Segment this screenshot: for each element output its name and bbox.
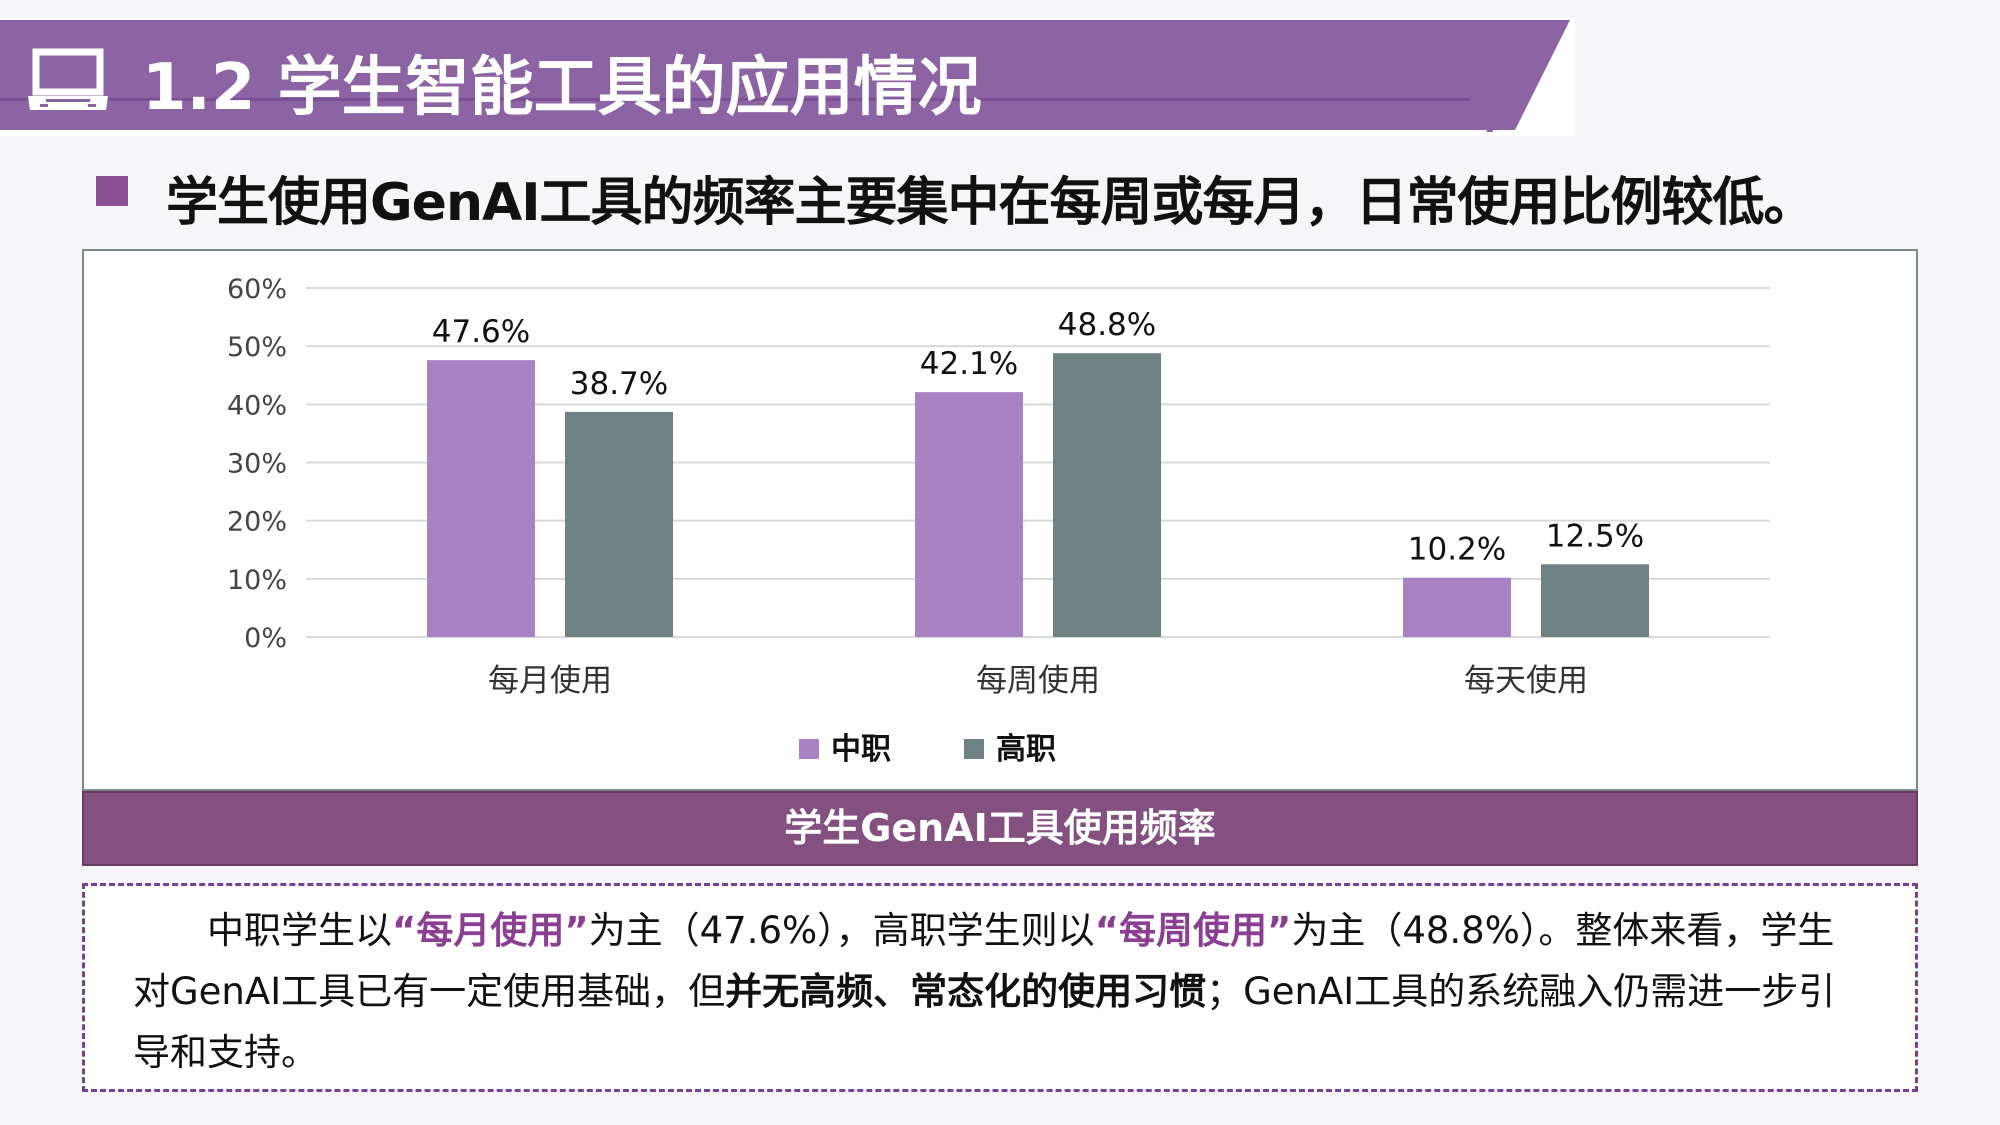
bar-高职: [1541, 564, 1649, 637]
data-label: 12.5%: [1546, 518, 1644, 554]
bar-chart: 0% 10% 20% 30% 40% 50% 60% 47.6% 38.7% 每月使用 42.1% 4…: [227, 274, 1770, 767]
bar-高职: [565, 411, 673, 637]
data-label: 38.7%: [570, 366, 668, 402]
summary-note: 中职学生以“每月使用”为主（47.6%），高职学生则以“每周使用”为主（48.8…: [82, 883, 1918, 1092]
data-label: 48.8%: [1058, 307, 1156, 343]
note-text: 为主（47.6%），高职学生则以: [588, 909, 1095, 952]
bar-高职: [1053, 353, 1161, 637]
category-label: 每周使用: [976, 663, 1100, 699]
category-label: 每天使用: [1464, 663, 1588, 699]
note-highlight: “每周使用”: [1094, 909, 1292, 952]
note-highlight: “每月使用”: [392, 909, 589, 952]
page-title: 1.2 学生智能工具的应用情况: [142, 51, 982, 125]
note-text: 为主（48.8%）。整体来看，学生对GenAI工具已有一定使用基础，但: [133, 909, 1835, 1013]
legend-swatch: [964, 739, 984, 759]
y-tick-label: 30%: [227, 449, 287, 480]
legend-label: 高职: [996, 732, 1056, 767]
y-tick-label: 0%: [244, 623, 287, 654]
y-tick-label: 60%: [227, 274, 287, 305]
bar-中职: [1403, 577, 1511, 637]
legend-swatch: [799, 739, 819, 759]
subtitle: 学生使用GenAI工具的频率主要集中在每周或每月，日常使用比例较低。: [166, 173, 1816, 233]
legend-label: 中职: [831, 732, 891, 767]
bar-中职: [427, 360, 535, 637]
note-bold: 并无高频、常态化的使用习惯: [725, 970, 1207, 1013]
note-text: ；GenAI工具的系统融入仍需进一步引导和支持。: [133, 970, 1836, 1074]
data-label: 10.2%: [1408, 532, 1506, 568]
category-label: 每月使用: [488, 663, 612, 699]
note-text: 中职学生以: [207, 909, 392, 952]
data-label: 47.6%: [432, 314, 530, 350]
y-tick-label: 20%: [227, 507, 287, 538]
header-banner: [0, 20, 1570, 130]
y-tick-label: 10%: [227, 565, 287, 596]
header-divider: [0, 98, 1470, 101]
y-tick-label: 40%: [227, 390, 287, 421]
laptop-icon: [28, 48, 108, 110]
chart-panel: 0% 10% 20% 30% 40% 50% 60% 47.6% 38.7% 每月使用 42.1% 4…: [82, 249, 1918, 791]
chart-caption: 学生GenAI工具使用频率: [82, 791, 1918, 866]
bar-中职: [915, 392, 1023, 637]
bullet-square: [96, 176, 128, 206]
data-label: 42.1%: [920, 346, 1018, 382]
y-tick-label: 50%: [227, 332, 287, 363]
